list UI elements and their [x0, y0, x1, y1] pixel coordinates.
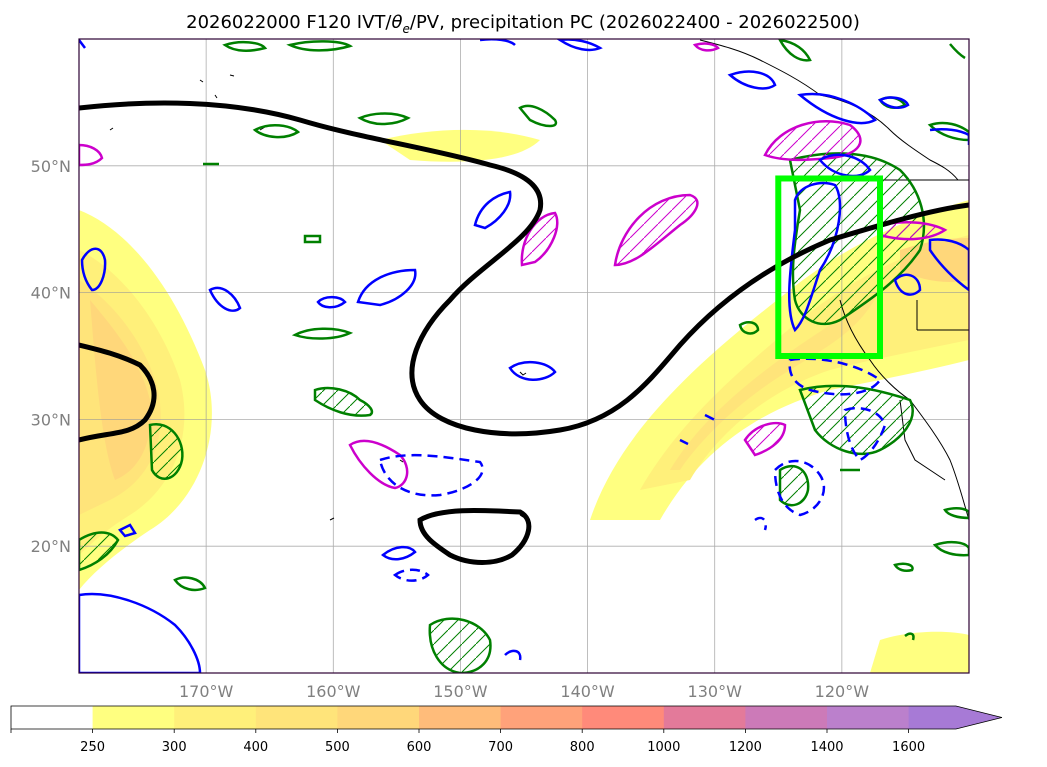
colorbar-outline [10, 705, 1003, 730]
colorbar-tick-label: 1000 [647, 740, 680, 755]
colorbar-tick-label: 500 [325, 740, 350, 755]
precip-pc-outline [173, 39, 969, 641]
precip-pc-low [79, 42, 948, 490]
colorbar-tick-label: 800 [570, 740, 595, 755]
lat-tick-label: 40°N [31, 284, 71, 303]
map-area [79, 39, 969, 673]
colorbar-segment [419, 706, 502, 729]
highlight-box [775, 175, 883, 359]
chart-title: 2026022000 F120 IVT/θe/PV, precipitation… [186, 12, 860, 36]
lon-tick-label: 160°W [306, 682, 361, 701]
map-frame [78, 38, 970, 674]
lon-tick-labels: 170°W 160°W 150°W 140°W 130°W 120°W [179, 682, 869, 701]
lat-tick-label: 30°N [31, 410, 71, 429]
pv-contours-dashed [378, 357, 887, 582]
lon-tick-label: 140°W [560, 682, 615, 701]
colorbar-segment [174, 706, 257, 729]
colorbar-segment [337, 706, 420, 729]
colorbar-tick-label: 250 [80, 740, 105, 755]
colorbar-tick-label: 700 [488, 740, 513, 755]
lon-tick-label: 120°W [815, 682, 870, 701]
colorbar-segment [500, 706, 583, 729]
lat-tick-labels: 20°N 30°N 40°N 50°N [31, 157, 71, 556]
colorbar-segment [827, 706, 910, 729]
ivt-band-north [380, 129, 540, 162]
colorbar-tick-label: 1200 [729, 740, 762, 755]
colorbar-segment [582, 706, 665, 729]
colorbar-segment [11, 706, 94, 729]
lon-tick-label: 130°W [688, 682, 743, 701]
lon-tick-label: 150°W [433, 682, 488, 701]
colorbar: 250 300 400 500 600 700 800 1000 1200 1400 1600 [10, 705, 1003, 755]
colorbar-tick-label: 1600 [892, 740, 925, 755]
lat-tick-label: 50°N [31, 157, 71, 176]
precip-pc-high [79, 152, 926, 673]
colorbar-segment [92, 706, 175, 729]
colorbar-tick-label: 1400 [810, 740, 843, 755]
colorbar-tick-label: 300 [162, 740, 187, 755]
colorbar-segment [663, 706, 746, 729]
colorbar-segment [255, 706, 338, 729]
pv-contours [79, 39, 969, 673]
colorbar-tick-label: 600 [407, 740, 432, 755]
ivt-plume-west [79, 210, 212, 590]
theta-e-contours [79, 100, 969, 565]
colorbar-segment [745, 706, 828, 729]
lat-tick-label: 20°N [31, 537, 71, 556]
colorbar-segment [908, 706, 1002, 729]
lon-tick-label: 170°W [179, 682, 234, 701]
colorbar-tick-label: 400 [243, 740, 268, 755]
